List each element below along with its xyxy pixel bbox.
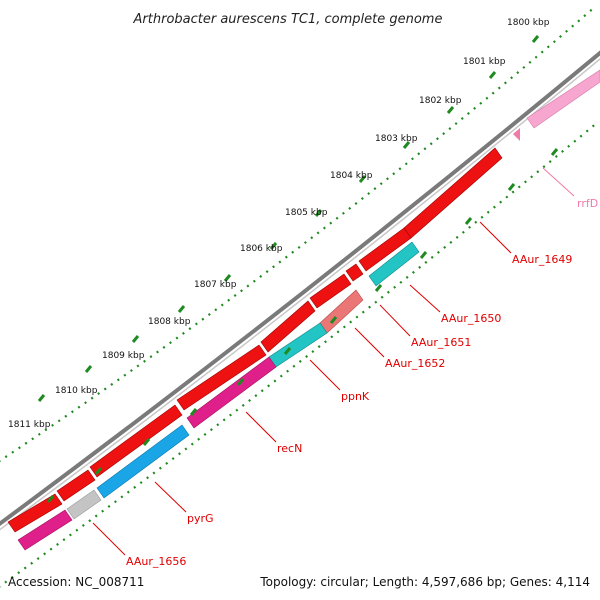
tick-label-1801: 1801 kbp [463, 57, 506, 67]
tick-label-1800: 1800 kbp [507, 18, 550, 28]
gene-rrfd[interactable] [526, 69, 600, 129]
label-recn[interactable]: recN [277, 442, 302, 455]
tick-label-1802: 1802 kbp [419, 96, 462, 106]
tick-label-1806: 1806 kbp [240, 244, 283, 254]
label-aaur-1651[interactable]: AAur_1651 [411, 336, 471, 349]
gene-fwd-ppnk-region[interactable] [260, 300, 316, 353]
gene-aaur-1650-fwd[interactable] [358, 227, 412, 272]
gene-aaur-1656-grey[interactable] [66, 489, 102, 520]
gene-recn[interactable] [186, 356, 277, 429]
gene-aaur-1656[interactable] [17, 509, 73, 551]
gene-rrfd-arrowhead [513, 128, 520, 141]
outer-scale-ring [0, 5, 597, 462]
gene-fwd-pyrg-region[interactable] [89, 404, 183, 478]
gene-fwd-edge[interactable] [7, 493, 63, 533]
tick-label-1804: 1804 kbp [330, 171, 373, 181]
topology-text: Topology: circular; Length: 4,597,686 bp… [259, 575, 590, 589]
scale-labels: 1800 kbp 1801 kbp 1802 kbp 1803 kbp 1804… [8, 18, 550, 430]
gene-aaur-1650[interactable] [368, 241, 420, 287]
tick-label-1807: 1807 kbp [194, 280, 237, 290]
label-rrfd[interactable]: rrfD [577, 197, 598, 210]
scale-major-ticks [37, 35, 540, 402]
forward-strand-genes [7, 147, 503, 533]
gene-labels: rrfD AAur_1649 AAur_1650 AAur_1651 AAur_… [126, 197, 598, 568]
label-aaur-1649[interactable]: AAur_1649 [512, 253, 572, 266]
gene-fwd-short[interactable] [56, 469, 96, 502]
tick-label-1803: 1803 kbp [375, 134, 418, 144]
genome-backbone [0, 50, 600, 527]
label-aaur-1652[interactable]: AAur_1652 [385, 357, 445, 370]
reverse-strand-genes [17, 241, 420, 551]
accession-text: Accession: NC_008711 [8, 575, 144, 589]
label-aaur-1656[interactable]: AAur_1656 [126, 555, 186, 568]
label-aaur-1650[interactable]: AAur_1650 [441, 312, 501, 325]
genome-backbone-shadow [0, 57, 600, 531]
tick-label-1811: 1811 kbp [8, 420, 51, 430]
label-leaders [92, 167, 575, 556]
gene-aaur-1649[interactable] [403, 147, 503, 239]
inner-scale-ticks [46, 148, 559, 503]
label-ppnk[interactable]: ppnK [341, 390, 370, 403]
inner-scale-ring [0, 121, 599, 588]
tick-label-1808: 1808 kbp [148, 317, 191, 327]
tick-label-1809: 1809 kbp [102, 351, 145, 361]
gene-fwd-small[interactable] [309, 273, 352, 309]
gene-pyrg[interactable] [96, 424, 190, 499]
map-title: Arthrobacter aurescens TC1, complete gen… [133, 12, 443, 27]
label-pyrg[interactable]: pyrG [187, 512, 214, 525]
gene-aaur-1651-fwd[interactable] [345, 263, 364, 282]
tick-label-1805: 1805 kbp [285, 208, 328, 218]
tick-label-1810: 1810 kbp [55, 386, 98, 396]
gene-fwd-recn-region[interactable] [176, 344, 267, 411]
